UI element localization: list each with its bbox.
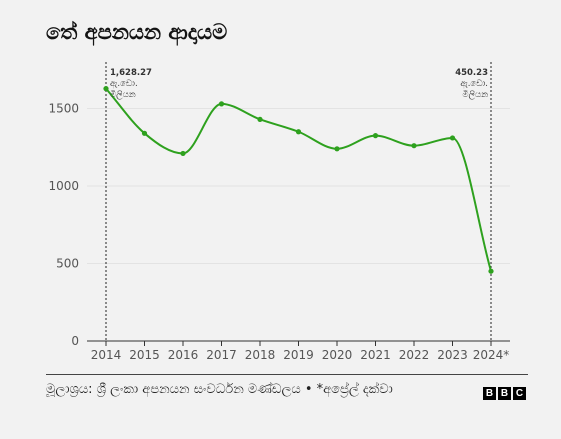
- data-points: [103, 86, 494, 274]
- data-point: [449, 135, 456, 141]
- data-point: [488, 268, 494, 274]
- x-tick-label: 2017: [206, 348, 237, 362]
- data-point: [334, 146, 340, 152]
- annotation-label: මිලියන: [462, 89, 488, 100]
- data-point: [103, 86, 109, 92]
- data-point: [295, 129, 302, 135]
- y-tick-label: 1000: [48, 179, 79, 193]
- gridlines: [87, 108, 510, 264]
- annotation-label: ඇ.ඩො.: [110, 79, 138, 89]
- x-tick-label: 2019: [283, 348, 314, 362]
- bbc-logo-letter: B: [483, 387, 496, 400]
- source-note: මූලාශ්‍රය: ශ්‍රී ලංකා අපනයන සංවර්ධන මණ්ඩ…: [46, 382, 393, 397]
- y-tick-label: 1500: [48, 102, 79, 116]
- y-tick-label: 0: [71, 334, 79, 348]
- annotation-label: 1,628.27: [110, 68, 152, 78]
- chart-title: තේ අපනයන ආදායම: [46, 20, 228, 44]
- y-axis-ticks: 0 500 1000 1500: [48, 102, 79, 349]
- y-tick-label: 500: [56, 257, 79, 271]
- annotation-label: ඇ.ඩො.: [460, 79, 488, 89]
- data-point: [218, 101, 225, 107]
- x-tick-label: 2016: [168, 348, 199, 362]
- x-tick-label: 2024*: [473, 348, 510, 362]
- data-point: [141, 130, 148, 136]
- x-tick-label: 2014: [91, 348, 122, 362]
- bbc-logo-letter: B: [498, 387, 511, 400]
- x-tick-label: 2022: [399, 348, 430, 362]
- bbc-logo-letter: C: [513, 387, 526, 400]
- data-point: [411, 143, 417, 149]
- x-tick-label: 2020: [322, 348, 353, 362]
- footer-divider: [46, 374, 528, 375]
- data-point: [257, 116, 263, 122]
- reference-lines: [105, 62, 492, 341]
- x-tick-label: 2021: [360, 348, 391, 362]
- data-point: [180, 150, 186, 157]
- series-line: [105, 87, 492, 272]
- annotation-label: මිලියන: [110, 89, 136, 100]
- x-tick-label: 2015: [129, 348, 160, 362]
- annotation-label: 450.23: [455, 68, 488, 78]
- x-tick-label: 2018: [245, 348, 276, 362]
- x-axis-ticks: 2014 2015 2016 2017 2018 2019 2020 2021 2022 2023…: [91, 341, 510, 362]
- x-tick-label: 2023: [437, 348, 468, 362]
- bbc-logo: B B C: [483, 387, 526, 400]
- data-point: [372, 133, 379, 139]
